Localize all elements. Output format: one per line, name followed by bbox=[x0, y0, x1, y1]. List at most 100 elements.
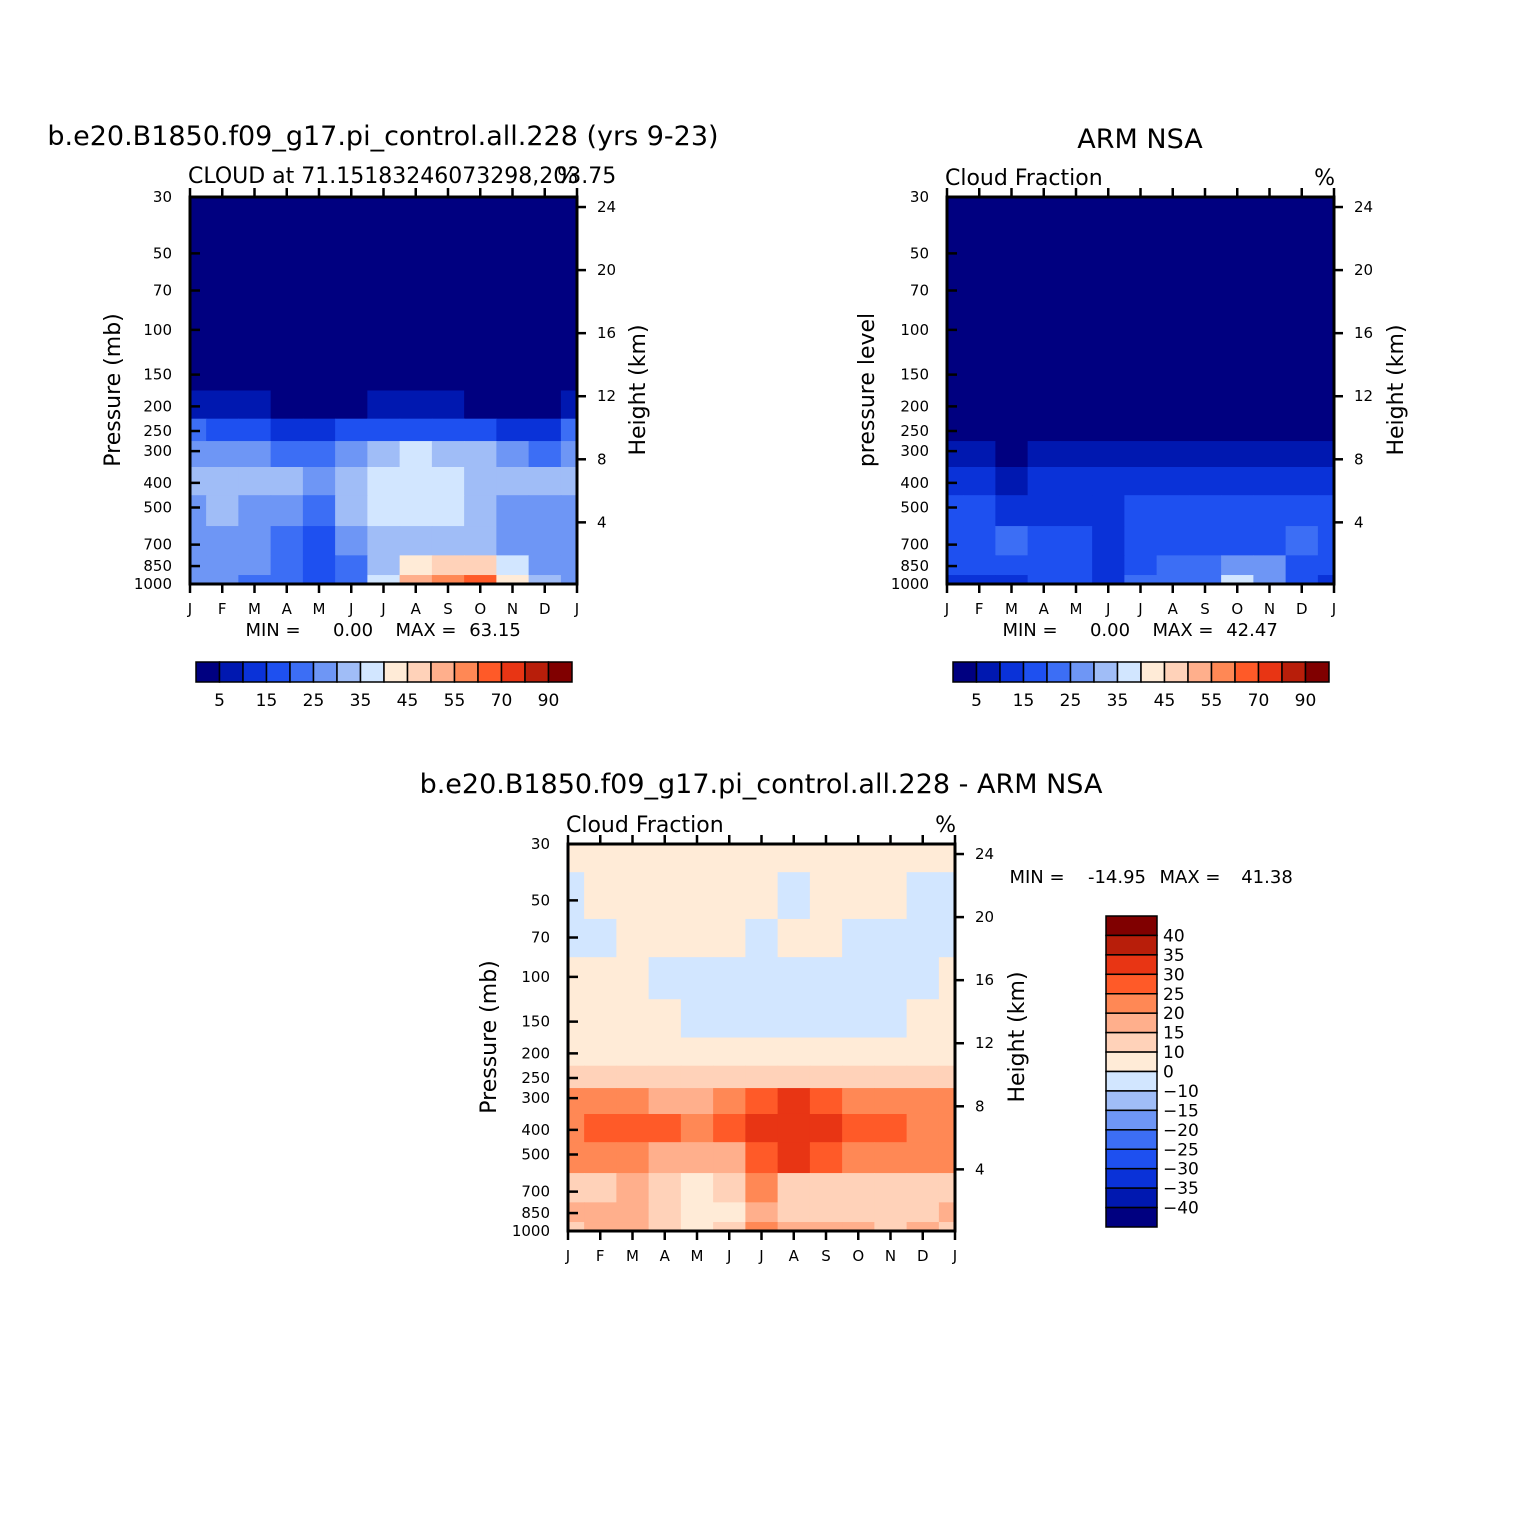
heatmap-cell bbox=[238, 575, 272, 585]
heatmap-cell bbox=[584, 1142, 617, 1174]
colorbar-box bbox=[1105, 1109, 1158, 1131]
heatmap-cell bbox=[713, 1088, 746, 1115]
heatmap-cell bbox=[464, 526, 497, 556]
heatmap-cell bbox=[367, 555, 401, 576]
heatmap-cell bbox=[1253, 526, 1287, 556]
heatmap-cell bbox=[777, 1065, 811, 1089]
height-tick-label: 12 bbox=[597, 387, 616, 405]
heatmap-cell bbox=[874, 1088, 908, 1115]
heatmap-cell bbox=[1156, 466, 1190, 496]
colorbar-box bbox=[453, 661, 479, 683]
heatmap-cell bbox=[568, 1222, 585, 1232]
heatmap-cell bbox=[568, 957, 585, 1000]
heatmap-cell bbox=[238, 466, 272, 496]
heatmap-cell bbox=[464, 441, 497, 468]
month-label: M bbox=[691, 1247, 704, 1265]
heatmap-cell bbox=[1027, 310, 1061, 353]
heatmap-cell bbox=[270, 225, 304, 273]
heatmap-cell bbox=[938, 1113, 956, 1143]
height-tick-label: 8 bbox=[597, 450, 607, 468]
heatmap-cell bbox=[464, 352, 497, 392]
heatmap-cell bbox=[1285, 418, 1319, 442]
colorbar-box bbox=[406, 661, 432, 683]
heatmap-cell bbox=[302, 495, 336, 527]
heatmap-cell bbox=[302, 352, 336, 392]
heatmap-cell bbox=[1253, 352, 1287, 392]
heatmap-cell bbox=[560, 418, 578, 442]
heatmap-cell bbox=[1285, 495, 1319, 527]
heatmap-cell bbox=[874, 872, 908, 920]
heatmap-cell bbox=[874, 918, 908, 958]
pressure-tick-label: 70 bbox=[153, 282, 172, 300]
heatmap-cell bbox=[270, 526, 304, 556]
heatmap-cell bbox=[648, 844, 682, 873]
heatmap-cell bbox=[1188, 466, 1222, 496]
pressure-tick-label: 70 bbox=[531, 929, 550, 947]
colorbar-label: −10 bbox=[1163, 1082, 1199, 1102]
heatmap-cell bbox=[367, 495, 401, 527]
pressure-tick-label: 30 bbox=[910, 188, 929, 206]
heatmap-cell bbox=[1253, 418, 1287, 442]
heatmap-cell bbox=[745, 1065, 779, 1089]
heatmap-cell bbox=[1092, 575, 1125, 585]
colorbar-box bbox=[1140, 661, 1166, 683]
colorbar-box bbox=[477, 661, 503, 683]
heatmap-cell bbox=[464, 390, 497, 420]
month-label: O bbox=[1231, 600, 1243, 618]
colorbar-box bbox=[524, 661, 550, 683]
heatmap-cell bbox=[1124, 441, 1158, 468]
heatmap-cell bbox=[206, 526, 239, 556]
colorbar-box bbox=[1105, 915, 1158, 937]
pressure-tick-label: 500 bbox=[900, 499, 929, 517]
month-label: A bbox=[789, 1247, 800, 1265]
colorbar-box bbox=[383, 661, 409, 683]
panel-obs-frame bbox=[945, 195, 1336, 586]
month-label: F bbox=[596, 1247, 605, 1265]
heatmap-cell bbox=[1124, 575, 1158, 585]
heatmap-cell bbox=[745, 872, 779, 920]
heatmap-cell bbox=[302, 418, 336, 442]
heatmap-cell bbox=[648, 918, 682, 958]
heatmap-cell bbox=[1092, 197, 1125, 226]
heatmap-cell bbox=[1317, 575, 1335, 585]
heatmap-cell bbox=[745, 1173, 779, 1203]
heatmap-cell bbox=[399, 390, 433, 420]
heatmap-cell bbox=[335, 271, 368, 311]
heatmap-cell bbox=[1092, 495, 1125, 527]
heatmap-cell bbox=[616, 957, 650, 1000]
heatmap-cell bbox=[1317, 466, 1335, 496]
heatmap-cell bbox=[528, 390, 562, 420]
heatmap-cell bbox=[1124, 495, 1158, 527]
heatmap-cell bbox=[1059, 575, 1093, 585]
heatmap-cell bbox=[1317, 555, 1335, 576]
heatmap-cell bbox=[238, 225, 272, 273]
heatmap-cell bbox=[302, 466, 336, 496]
heatmap-cell bbox=[906, 1037, 940, 1067]
pressure-tick-label: 250 bbox=[900, 422, 929, 440]
heatmap-cell bbox=[399, 466, 433, 496]
panel-diff-title: b.e20.B1850.f09_g17.pi_control.all.228 -… bbox=[420, 769, 1103, 800]
heatmap-cell bbox=[190, 466, 207, 496]
heatmap-cell bbox=[335, 575, 368, 585]
colorbar-box bbox=[1105, 1031, 1158, 1053]
heatmap-cell bbox=[809, 872, 843, 920]
heatmap-cell bbox=[906, 999, 940, 1039]
heatmap-cell bbox=[938, 1088, 956, 1115]
panel-diff: b.e20.B1850.f09_g17.pi_control.all.228 -… bbox=[420, 769, 1293, 1265]
heatmap-cell bbox=[431, 271, 465, 311]
heatmap-cell bbox=[963, 418, 996, 442]
heatmap-cell bbox=[584, 1222, 617, 1232]
heatmap-cell bbox=[1124, 225, 1158, 273]
heatmap-cell bbox=[206, 352, 239, 392]
heatmap-cell bbox=[874, 1202, 908, 1223]
heatmap-cell bbox=[963, 575, 996, 585]
colorbar-label: 35 bbox=[1163, 946, 1185, 966]
heatmap-cell bbox=[399, 555, 433, 576]
heatmap-cell bbox=[335, 197, 368, 226]
heatmap-cell bbox=[1253, 555, 1287, 576]
panel-obs-heatmap bbox=[947, 197, 1335, 585]
heatmap-cell bbox=[1188, 575, 1222, 585]
heatmap-cell bbox=[431, 225, 465, 273]
colorbar-label: 90 bbox=[1295, 691, 1317, 711]
